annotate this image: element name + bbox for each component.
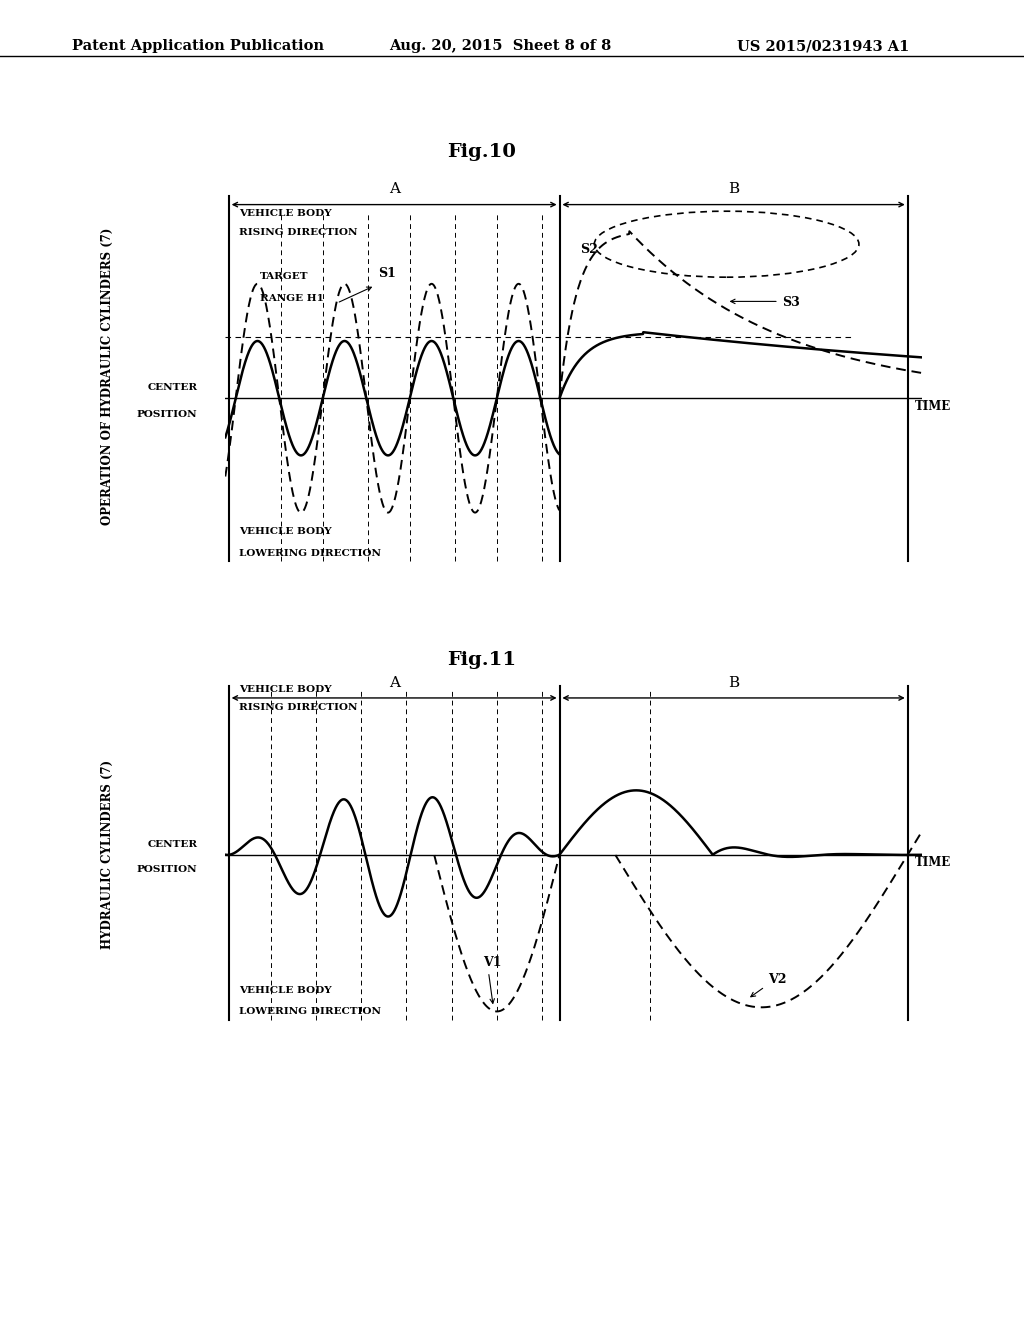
Text: RISING DIRECTION: RISING DIRECTION — [240, 228, 357, 238]
Text: V2: V2 — [768, 973, 786, 986]
Text: B: B — [728, 182, 739, 195]
Text: OPERATION OF HYDRAULIC CYLINDERS (7): OPERATION OF HYDRAULIC CYLINDERS (7) — [101, 227, 114, 525]
Text: CENTER: CENTER — [147, 383, 198, 392]
Text: Patent Application Publication: Patent Application Publication — [72, 40, 324, 53]
Text: B: B — [728, 676, 739, 689]
Text: VEHICLE BODY: VEHICLE BODY — [240, 528, 332, 536]
Text: VEHICLE BODY: VEHICLE BODY — [240, 986, 332, 995]
Text: TARGET: TARGET — [260, 272, 308, 281]
Text: RISING DIRECTION: RISING DIRECTION — [240, 704, 357, 713]
Text: POSITION: POSITION — [137, 409, 198, 418]
Text: A: A — [389, 676, 399, 689]
Text: US 2015/0231943 A1: US 2015/0231943 A1 — [737, 40, 909, 53]
Text: S1: S1 — [379, 267, 396, 280]
Text: POSITION: POSITION — [137, 865, 198, 874]
Text: HYDRAULIC CYLINDERS (7): HYDRAULIC CYLINDERS (7) — [101, 760, 114, 949]
Text: LOWERING DIRECTION: LOWERING DIRECTION — [240, 1007, 381, 1016]
Text: RANGE H1: RANGE H1 — [260, 294, 324, 304]
Text: A: A — [389, 182, 399, 195]
Text: Aug. 20, 2015  Sheet 8 of 8: Aug. 20, 2015 Sheet 8 of 8 — [389, 40, 611, 53]
Text: VEHICLE BODY: VEHICLE BODY — [240, 209, 332, 218]
Text: S2: S2 — [581, 243, 598, 256]
Text: TIME: TIME — [914, 857, 951, 870]
Text: S3: S3 — [782, 296, 800, 309]
Text: LOWERING DIRECTION: LOWERING DIRECTION — [240, 549, 381, 558]
Text: VEHICLE BODY: VEHICLE BODY — [240, 685, 332, 694]
Text: Fig.11: Fig.11 — [446, 651, 516, 669]
Text: Fig.10: Fig.10 — [446, 143, 516, 161]
Text: V1: V1 — [483, 956, 502, 969]
Text: TIME: TIME — [914, 400, 951, 413]
Text: CENTER: CENTER — [147, 841, 198, 849]
